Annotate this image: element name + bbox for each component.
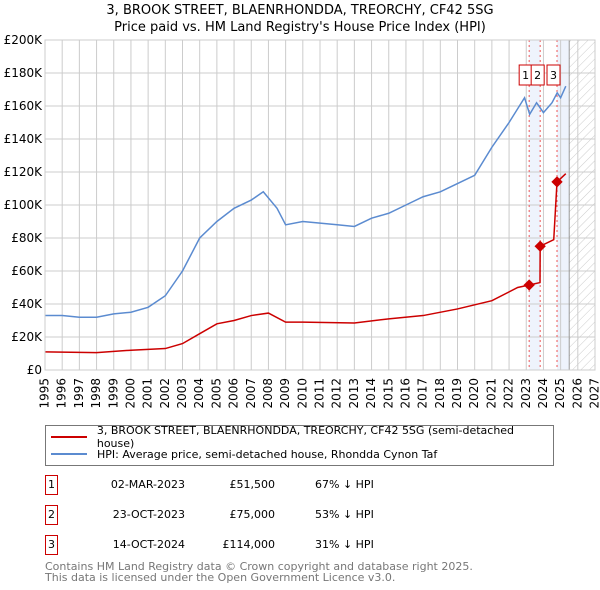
- sale-price: £51,500: [229, 478, 276, 491]
- x-tick-label: 2014: [364, 378, 378, 409]
- sale-row: 3 14-OCT-2024 £114,000 31% ↓ HPI: [45, 535, 565, 555]
- x-tick-label: 1997: [72, 378, 86, 409]
- footer-line2: This data is licensed under the Open Gov…: [45, 571, 396, 584]
- sale-hpi-diff: 53% ↓ HPI: [315, 508, 374, 521]
- x-tick-label: 2026: [570, 378, 584, 409]
- x-tick-label: 2010: [295, 378, 309, 409]
- sale-price: £114,000: [222, 538, 276, 551]
- plot-border: [44, 39, 596, 371]
- x-tick-label: 2002: [158, 378, 172, 409]
- y-tick-label: £180K: [4, 66, 44, 80]
- sale-label: 2: [534, 69, 541, 82]
- x-tick-label: 2015: [381, 378, 395, 409]
- sale-point: [534, 240, 546, 252]
- x-tick-label: 2009: [278, 378, 292, 409]
- sale-row: 2 23-OCT-2023 £75,000 53% ↓ HPI: [45, 505, 565, 525]
- x-tick-label: 2004: [192, 378, 206, 409]
- sale-date: 02-MAR-2023: [110, 478, 185, 491]
- sale-date: 14-OCT-2024: [112, 538, 185, 551]
- sale-hpi-diff: 67% ↓ HPI: [315, 478, 374, 491]
- x-tick-label: 2017: [416, 378, 430, 409]
- x-tick-label: 1995: [38, 378, 52, 409]
- x-tick-label: 2011: [313, 378, 327, 409]
- x-tick-label: 2024: [536, 378, 550, 409]
- x-tick-label: 2020: [467, 378, 481, 409]
- x-tick-label: 2018: [433, 378, 447, 409]
- sale-label: 3: [550, 69, 557, 82]
- x-tick-label: 2000: [123, 378, 137, 409]
- sale-hpi-diff: 31% ↓ HPI: [315, 538, 374, 551]
- sale-point: [551, 176, 563, 188]
- legend-property: 3, BROOK STREET, BLAENRHONDDA, TREORCHY,…: [96, 424, 515, 450]
- x-tick-label: 2013: [347, 378, 361, 409]
- price-chart: 1995 1996 1997 1998 1999 2000 2001 2002 2003 2004…: [4, 33, 600, 409]
- sale-point: [523, 279, 535, 291]
- x-tick-label: 2019: [450, 378, 464, 409]
- y-tick-label: £140K: [4, 132, 44, 146]
- chart-title: 3, BROOK STREET, BLAENRHONDDA, TREORCHY,…: [106, 3, 494, 18]
- y-tick-label: £160K: [4, 99, 44, 113]
- sale-number: 3: [45, 535, 58, 555]
- y-tick-label: £60K: [11, 264, 43, 278]
- x-tick-label: 2007: [244, 378, 258, 409]
- legend: 3, BROOK STREET, BLAENRHONDDA, TREORCHY,…: [45, 424, 554, 466]
- y-tick-label: £200K: [4, 33, 44, 47]
- x-tick-label: 2016: [398, 378, 412, 409]
- x-tick-label: 2023: [519, 378, 533, 409]
- sale-label-box: [546, 64, 561, 86]
- x-tick-label: 2021: [484, 378, 498, 409]
- y-tick-label: £80K: [11, 231, 43, 245]
- sale-price: £75,000: [229, 508, 276, 521]
- x-tick-label: 1996: [55, 378, 69, 409]
- footer-line1: Contains HM Land Registry data © Crown c…: [45, 560, 473, 573]
- y-tick-label: £40K: [11, 297, 43, 311]
- x-tick-label: 1999: [106, 378, 120, 409]
- x-tick-label: 2022: [502, 378, 516, 409]
- x-tick-label: 2001: [141, 378, 155, 409]
- sale-number: 2: [45, 505, 58, 525]
- x-tick-label: 2003: [175, 378, 189, 409]
- series-line: [45, 85, 567, 318]
- x-tick-label: 2006: [227, 378, 241, 409]
- series-line: [44, 173, 567, 354]
- x-tick-label: 2008: [261, 378, 275, 409]
- legend-red-swatch: [51, 436, 87, 438]
- x-tick-label: 2005: [209, 378, 223, 409]
- x-tick-label: 2012: [330, 378, 344, 409]
- y-tick-label: £120K: [4, 165, 44, 179]
- sale-date: 23-OCT-2023: [112, 508, 185, 521]
- legend-hpi: HPI: Average price, semi-detached house,…: [97, 447, 438, 461]
- footer: Contains HM Land Registry data © Crown c…: [45, 561, 473, 583]
- sale-label: 1: [522, 69, 529, 82]
- sale-row: 1 02-MAR-2023 £51,500 67% ↓ HPI: [45, 475, 565, 495]
- x-tick-label: 2025: [553, 378, 567, 409]
- chart-subtitle: Price paid vs. HM Land Registry's House …: [114, 20, 486, 35]
- y-tick-label: £0: [27, 363, 42, 377]
- y-tick-label: £100K: [4, 198, 44, 212]
- sale-number: 1: [45, 475, 58, 495]
- x-tick-label: 1998: [89, 378, 103, 409]
- y-tick-label: £20K: [11, 330, 43, 344]
- legend-blue-swatch: [51, 453, 87, 455]
- x-tick-label: 2027: [588, 378, 600, 409]
- sale-label-box: [530, 64, 545, 86]
